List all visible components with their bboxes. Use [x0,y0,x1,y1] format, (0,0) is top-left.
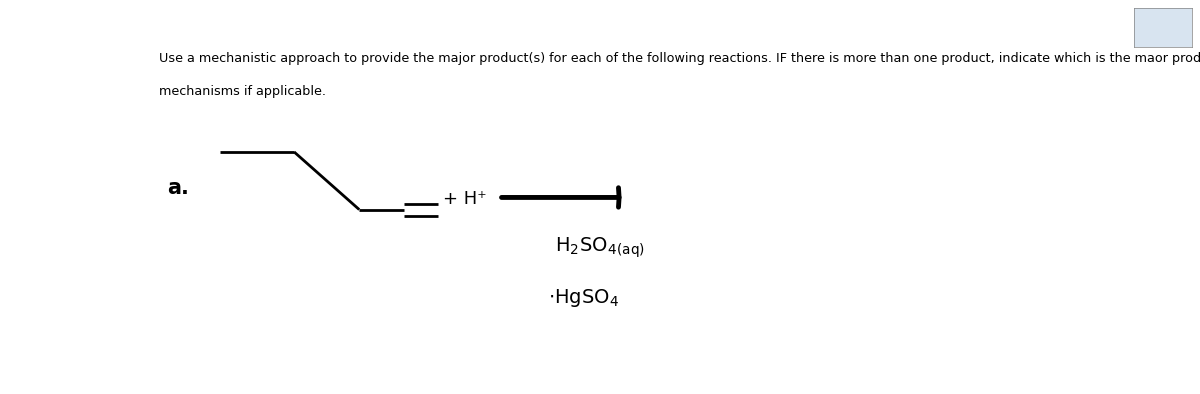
Text: + H⁺: + H⁺ [443,190,486,208]
Text: mechanisms if applicable.: mechanisms if applicable. [160,85,326,98]
Text: Use a mechanistic approach to provide the major product(s) for each of the follo: Use a mechanistic approach to provide th… [160,52,1200,65]
Text: $\cdot$HgSO$_4$: $\cdot$HgSO$_4$ [548,287,619,309]
Text: a.: a. [167,178,188,198]
Text: H$_2$SO$_{4}$$_{\mathregular{(aq)}}$: H$_2$SO$_{4}$$_{\mathregular{(aq)}}$ [554,235,644,260]
